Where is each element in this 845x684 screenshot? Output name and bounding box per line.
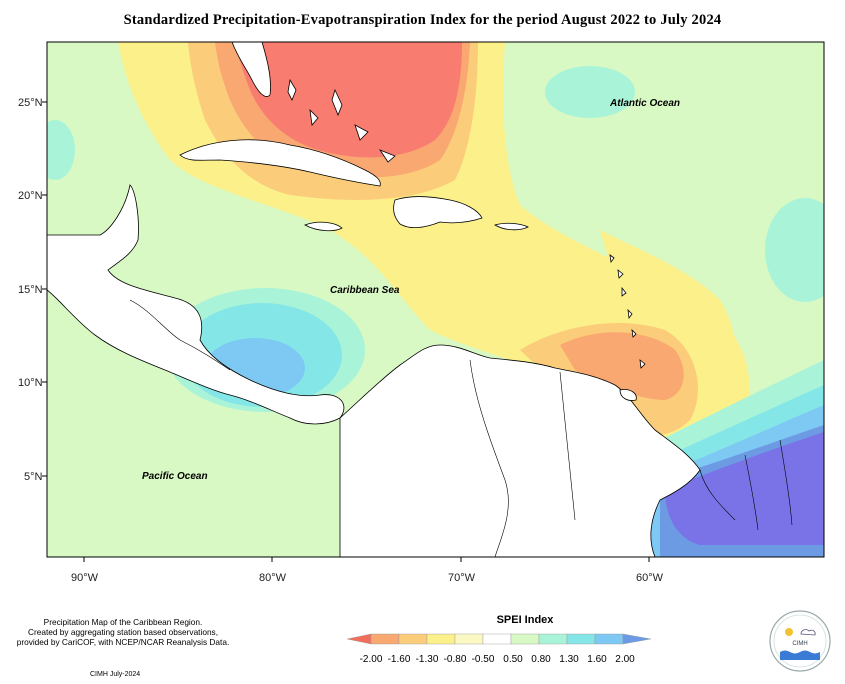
lat-tick: 25°N [18,97,43,109]
lat-tick: 15°N [18,284,43,296]
central-america [47,184,345,425]
legend-title: SPEI Index [496,614,554,626]
legend-swatch [566,633,596,645]
legend-tick: 2.00 [615,654,635,665]
trinidad [619,389,637,401]
credit-line: provided by CariCOF, with NCEP/NCAR Rean… [16,637,230,647]
dry-zone-yellow-east [600,230,736,420]
antilles-5 [631,328,637,338]
bahamas-2 [309,108,319,126]
antilles-2 [617,269,624,279]
bahamas-4 [354,124,369,141]
florida [231,42,271,97]
antilles-3 [621,286,627,297]
legend-tick: -1.30 [416,654,439,665]
legend-ticks: -2.00 -1.60 -1.30 -0.80 -0.50 0.50 0.80 … [360,654,636,665]
country-borders [129,299,793,557]
dry-zone-red [235,42,462,158]
legend-swatch [426,633,456,645]
cimh-logo: CIMH [769,610,831,672]
lat-tick: 20°N [18,190,43,202]
footer-text: CIMH July-2024 [90,671,141,678]
legend-swatch [398,633,428,645]
legend-tick: -0.80 [444,654,467,665]
longitude-axis: 90°W 80°W 70°W 60°W [71,557,664,584]
atlantic-ocean-label: Atlantic Ocean [609,98,680,109]
map-title: Standardized Precipitation-Evapotranspir… [123,12,722,28]
land-masses [47,42,701,557]
lon-tick: 80°W [259,572,287,584]
legend-swatch [482,633,512,645]
antilles-6 [639,359,646,369]
legend-tick: 0.50 [503,654,523,665]
legend-tick: 0.80 [531,654,551,665]
logo-text: CIMH [792,641,807,647]
bahamas-3 [331,88,343,117]
puerto-rico [494,222,529,231]
wet-zone-atlantic-north [545,66,635,118]
legend-swatch [370,633,400,645]
legend-swatch [594,633,624,645]
legend-tick: -2.00 [360,654,383,665]
pacific-ocean-label: Pacific Ocean [142,471,208,482]
south-america [339,344,701,557]
jamaica [304,221,343,232]
wet-zone-atlantic-east [765,198,824,302]
legend-tick: -0.50 [472,654,495,665]
legend-swatch [454,633,484,645]
cuba [179,139,381,187]
legend-tick: -1.60 [388,654,411,665]
legend-swatch [510,633,540,645]
lat-tick: 5°N [24,471,43,483]
antilles-1 [609,254,615,264]
wet-zone-atlantic-west [47,120,75,180]
hispaniola [393,196,483,228]
cloud-icon [800,629,816,636]
antilles-4 [627,308,633,320]
wave-icon [780,650,820,660]
lon-tick: 60°W [636,572,664,584]
lon-tick: 70°W [448,572,476,584]
latitude-axis: 25°N 20°N 15°N 10°N 5°N [18,97,47,483]
credit-text: Precipitation Map of the Caribbean Regio… [8,617,238,647]
credit-line: Precipitation Map of the Caribbean Regio… [43,617,203,627]
spei-field [47,42,824,557]
sun-icon [785,628,793,636]
legend-tick: 1.30 [559,654,579,665]
lat-tick: 10°N [18,377,43,389]
caribbean-sea-label: Caribbean Sea [330,285,400,296]
bahamas-5 [378,149,396,163]
map-frame [46,41,825,558]
wet-zone-guianas-5 [665,432,824,545]
legend-swatch [622,633,652,645]
legend-swatch [538,633,568,645]
legend-swatch [346,633,372,645]
bahamas-1 [287,78,297,101]
legend-tick: 1.60 [587,654,607,665]
legend-colorbar [346,633,652,645]
dry-zone-orange-east [560,332,684,400]
lon-tick: 90°W [71,572,99,584]
credit-line: Created by aggregating station based obs… [27,627,219,637]
